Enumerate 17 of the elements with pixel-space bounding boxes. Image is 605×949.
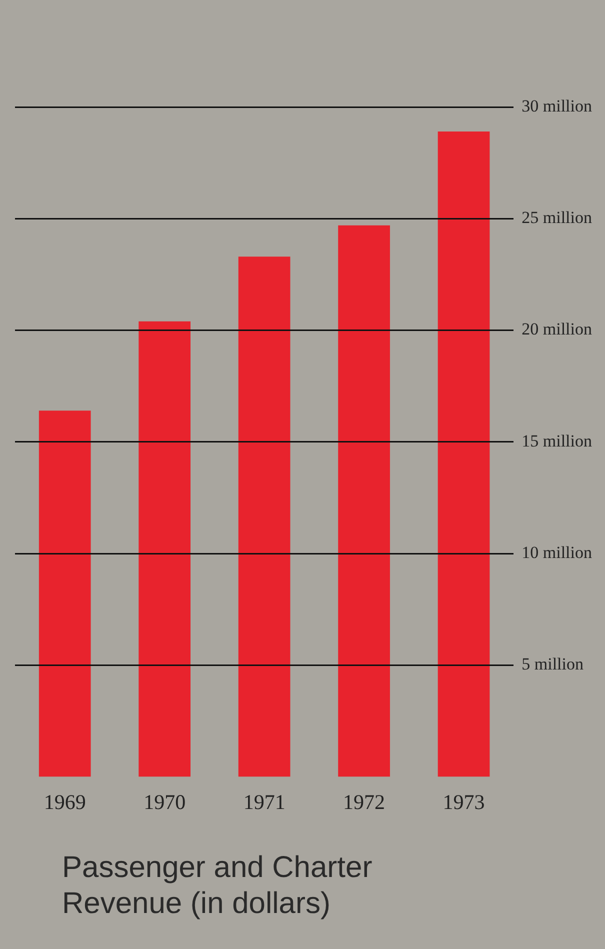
x-tick-label: 1971	[243, 790, 286, 814]
y-tick-label: 15 million	[522, 431, 592, 450]
bar	[38, 410, 91, 777]
x-tick-label: 1973	[442, 790, 485, 814]
x-tick-label: 1972	[343, 790, 386, 814]
bar	[438, 132, 490, 777]
y-tick-label: 10 million	[522, 543, 592, 562]
text: Passenger and Charter Revenue (in dollars)	[62, 850, 374, 922]
bar	[238, 256, 290, 777]
bar	[338, 225, 390, 777]
y-tick-label: 30 million	[522, 96, 592, 116]
x-tick-label: 1970	[144, 790, 186, 814]
y-tick-label: 25 million	[522, 208, 592, 228]
bar	[138, 321, 191, 777]
x-tick-label: 1969	[44, 790, 86, 814]
y-tick-label: 20 million	[522, 320, 592, 339]
y-tick-label: 5 million	[522, 654, 584, 674]
